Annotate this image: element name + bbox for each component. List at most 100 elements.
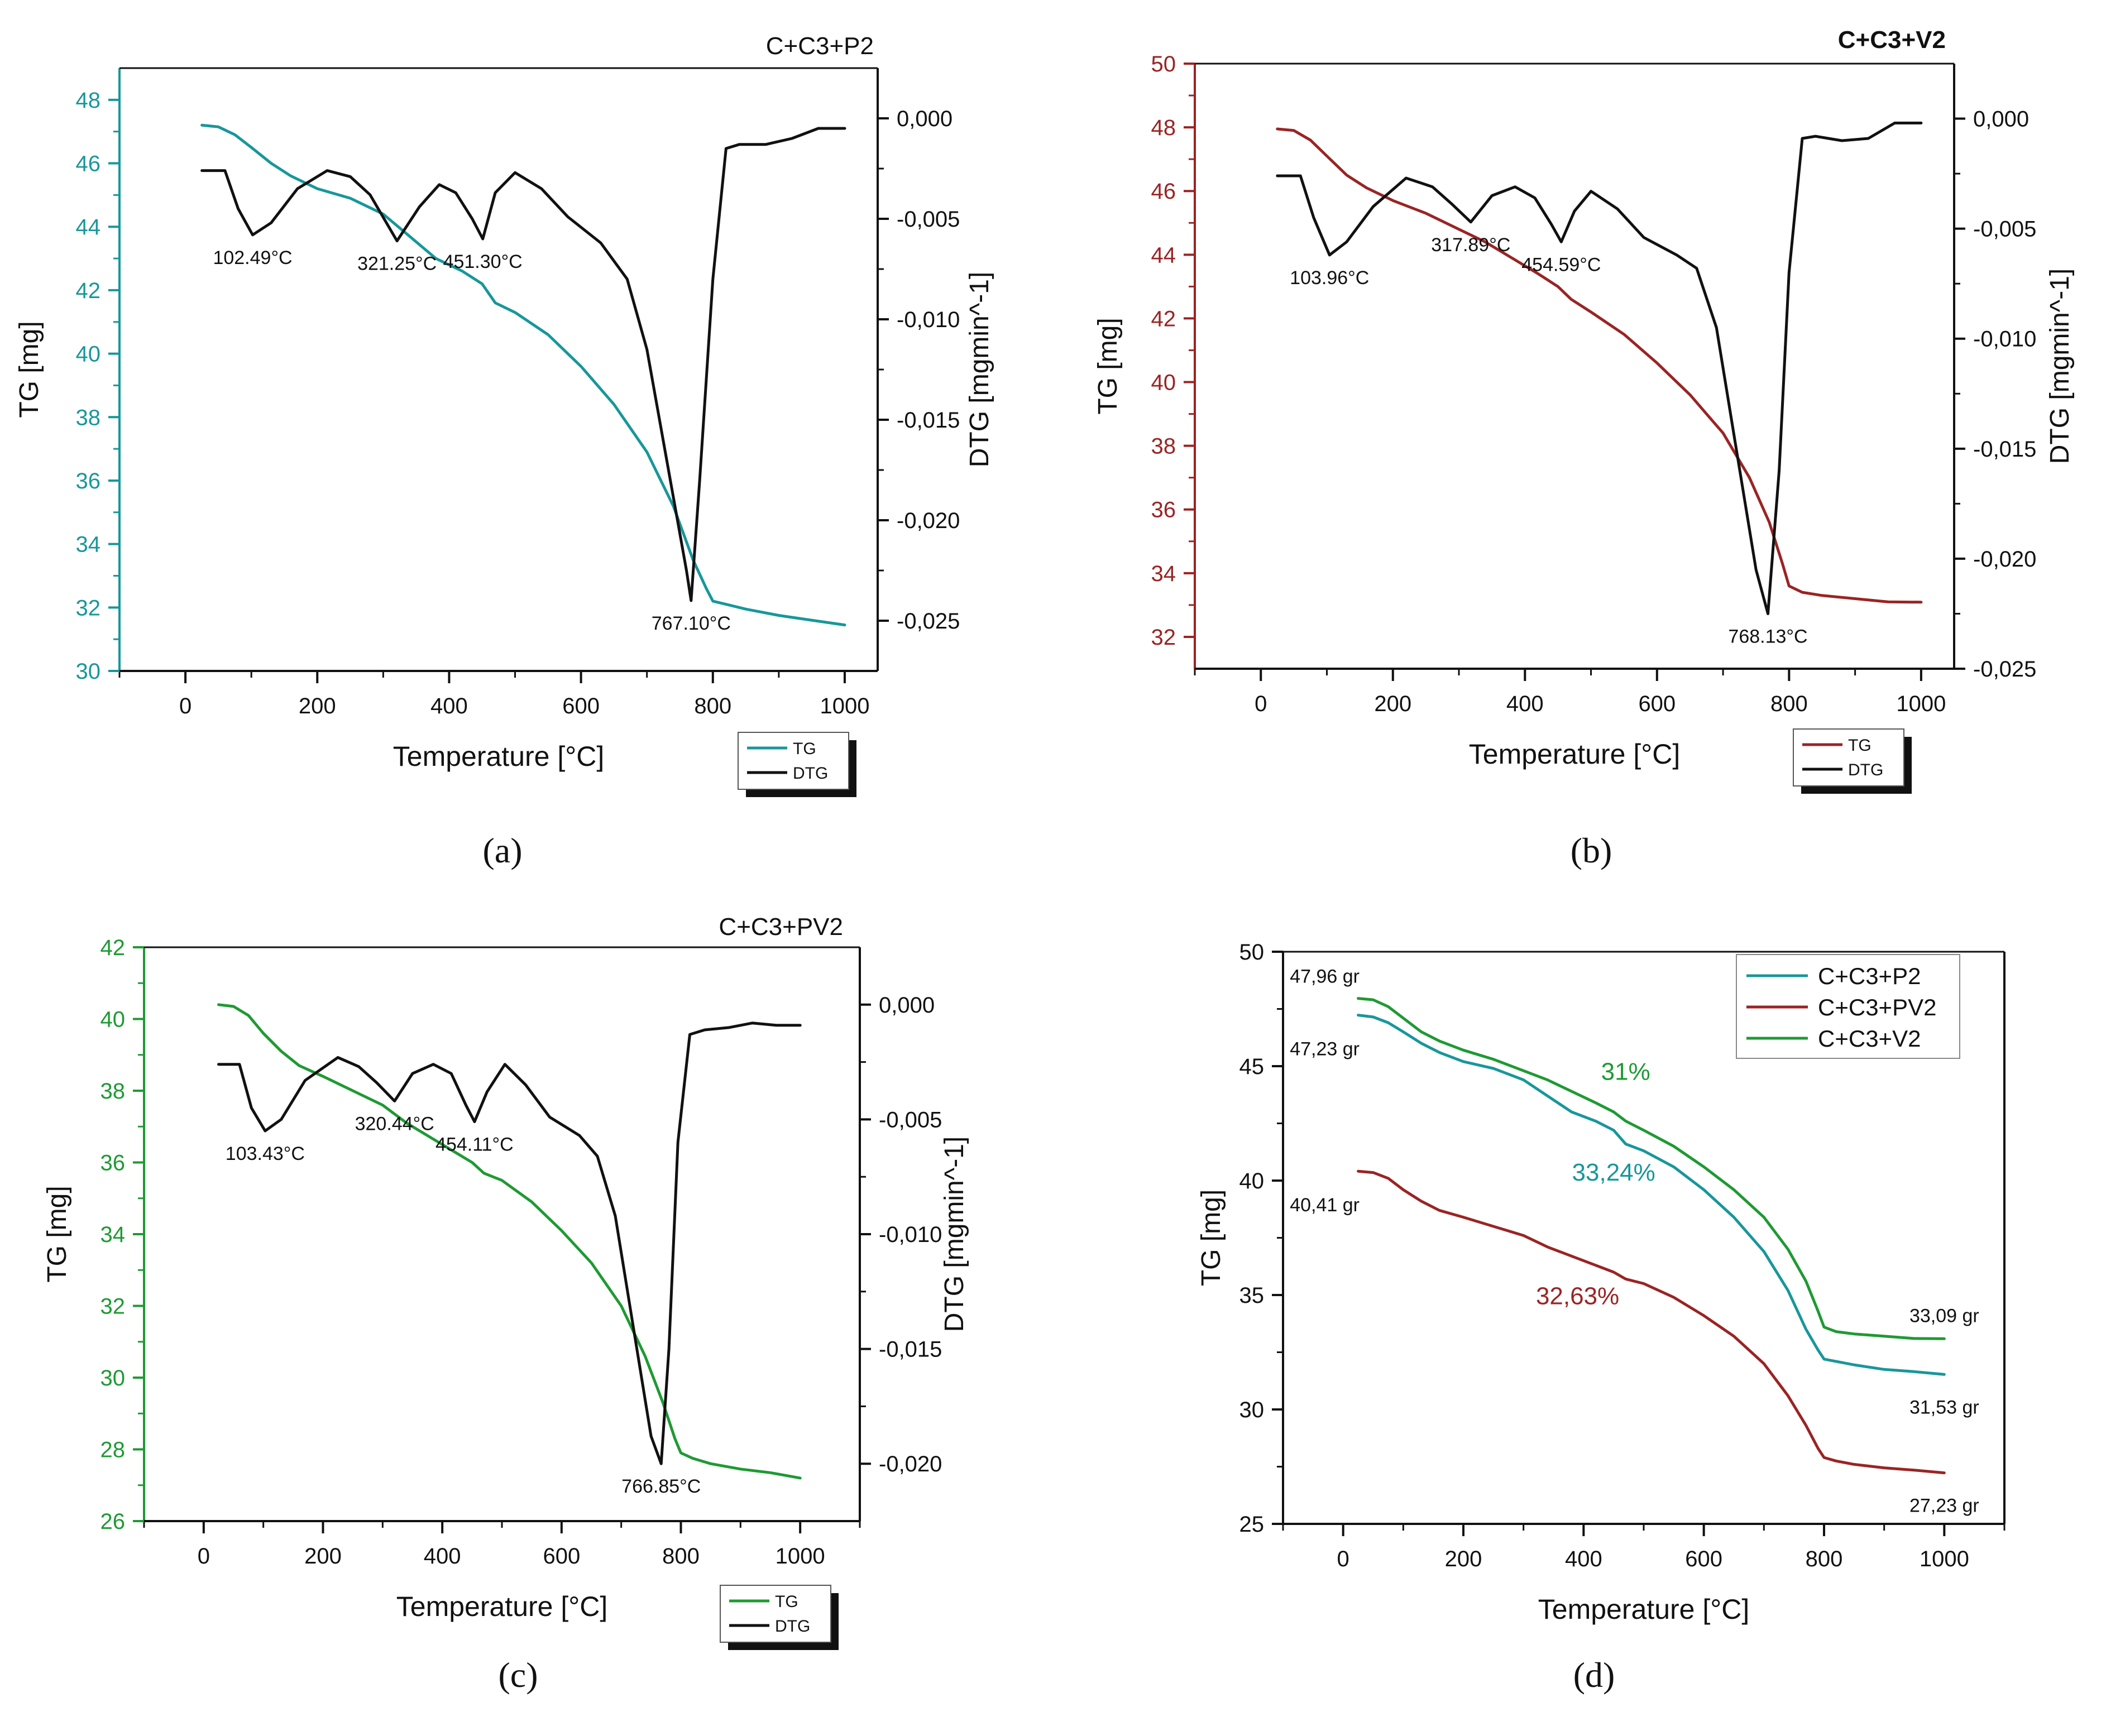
y-tick-label: 34 xyxy=(100,1222,126,1247)
x-tick-label: 600 xyxy=(1638,692,1676,716)
y2-tick-label: -0,025 xyxy=(897,609,960,634)
y2-tick-label: -0,010 xyxy=(879,1222,942,1247)
panel-caption: (c) xyxy=(498,1655,538,1695)
y-tick-label: 42 xyxy=(76,279,101,303)
series-line-tg xyxy=(217,1003,802,1480)
y-tick-label: 38 xyxy=(76,405,101,430)
data-annotation: 103.43°C xyxy=(226,1143,305,1164)
legend-box xyxy=(738,732,849,790)
data-annotation: 40,41 gr xyxy=(1290,1195,1360,1216)
legend-label: C+C3+PV2 xyxy=(1818,994,1936,1020)
panel-caption: (b) xyxy=(1571,831,1612,870)
y2-tick-label: -0,005 xyxy=(897,207,960,232)
x-axis-label: Temperature [°C] xyxy=(1469,738,1680,770)
x-tick-label: 600 xyxy=(562,694,600,718)
series-line-dtg xyxy=(217,1022,802,1465)
y-tick-label: 42 xyxy=(100,936,126,960)
legend-label: DTG xyxy=(793,764,828,783)
y2-tick-label: -0,010 xyxy=(897,308,960,332)
y-tick-label: 45 xyxy=(1239,1054,1265,1079)
x-tick-label: 200 xyxy=(304,1544,342,1569)
data-annotation: 767.10°C xyxy=(652,613,731,634)
x-tick-label: 0 xyxy=(1255,692,1267,716)
series-line-c-c3-v2 xyxy=(1357,997,1946,1340)
chart-title: C+C3+PV2 xyxy=(719,913,843,941)
data-annotation: 47,23 gr xyxy=(1290,1039,1360,1060)
x-tick-label: 800 xyxy=(1806,1547,1843,1571)
y2-tick-label: -0,015 xyxy=(897,408,960,433)
legend-label: C+C3+P2 xyxy=(1818,963,1921,989)
x-tick-label: 0 xyxy=(198,1544,210,1569)
series-line-tg xyxy=(1276,127,1923,604)
chart-title: C+C3+V2 xyxy=(1838,26,1946,54)
x-tick-label: 200 xyxy=(1374,692,1411,716)
y2-tick-label: 0,000 xyxy=(1973,107,2029,132)
y2-tick-label: -0,005 xyxy=(879,1107,942,1132)
y-tick-label: 44 xyxy=(76,215,101,239)
y-tick-label: 32 xyxy=(100,1294,126,1319)
y-tick-label: 40 xyxy=(100,1008,126,1032)
x-tick-label: 800 xyxy=(694,694,731,718)
y-tick-label: 36 xyxy=(76,469,101,493)
data-annotation: 454.11°C xyxy=(435,1134,514,1155)
x-tick-label: 200 xyxy=(299,694,336,718)
data-annotation: 33,09 gr xyxy=(1909,1305,1979,1326)
y2-tick-label: -0,020 xyxy=(1973,547,2036,572)
x-tick-label: 400 xyxy=(1506,692,1544,716)
y-tick-label: 34 xyxy=(76,533,101,557)
data-annotation: 32,63% xyxy=(1536,1282,1619,1310)
panel-caption: (d) xyxy=(1573,1655,1615,1695)
y-tick-label: 30 xyxy=(100,1366,126,1390)
y-tick-label: 44 xyxy=(1151,243,1176,267)
x-tick-label: 400 xyxy=(1565,1547,1602,1571)
y-tick-label: 32 xyxy=(1151,625,1176,650)
legend-label: C+C3+V2 xyxy=(1818,1025,1921,1052)
data-annotation: 31,53 gr xyxy=(1909,1397,1979,1418)
data-annotation: 33,24% xyxy=(1572,1159,1655,1186)
chart-c: C+C3+PV2 0 200 400 600 800 1000 26 28 30 32 34 36 38 4… xyxy=(42,913,969,1695)
x-tick-label: 1000 xyxy=(776,1544,825,1569)
x-tick-label: 200 xyxy=(1445,1547,1482,1571)
x-tick-label: 400 xyxy=(430,694,468,718)
y2-tick-label: -0,010 xyxy=(1973,327,2036,352)
x-tick-label: 400 xyxy=(424,1544,461,1569)
y-tick-label: 48 xyxy=(76,88,101,113)
y-tick-label: 50 xyxy=(1151,52,1176,76)
x-axis-label: Temperature [°C] xyxy=(393,741,604,772)
x-axis-label: Temperature [°C] xyxy=(396,1591,607,1622)
y2-axis-label: DTG [mgmin^-1] xyxy=(965,272,994,468)
y2-tick-label: -0,015 xyxy=(1973,437,2036,462)
y-tick-label: 40 xyxy=(1239,1169,1265,1193)
y-tick-label: 38 xyxy=(1151,434,1176,459)
x-tick-label: 1000 xyxy=(820,694,869,718)
y2-tick-label: -0,020 xyxy=(897,509,960,533)
x-tick-label: 0 xyxy=(179,694,192,718)
y2-tick-label: -0,015 xyxy=(879,1337,942,1362)
data-annotation: 31% xyxy=(1601,1058,1650,1086)
x-tick-label: 1000 xyxy=(1896,692,1946,716)
chart-title: C+C3+P2 xyxy=(766,32,874,60)
data-annotation: 320.44°C xyxy=(355,1114,434,1135)
y-tick-label: 48 xyxy=(1151,116,1176,140)
data-annotation: 321.25°C xyxy=(357,253,437,275)
y-tick-label: 30 xyxy=(76,659,101,684)
y2-axis-label: DTG [mgmin^-1] xyxy=(2045,268,2075,464)
y-tick-label: 36 xyxy=(1151,498,1176,522)
y2-axis-label: DTG [mgmin^-1] xyxy=(940,1136,969,1332)
data-annotation: 317.89°C xyxy=(1431,234,1510,256)
x-tick-label: 800 xyxy=(1770,692,1808,716)
legend-label: TG xyxy=(1848,736,1872,755)
chart-d: 0 200 400 600 800 1000 25 30 35 40 45 50 Temperature… xyxy=(1196,940,2006,1695)
y-axis-label: TG [mg] xyxy=(1093,318,1123,414)
y2-tick-label: -0,025 xyxy=(1973,657,2036,682)
series-line-c-c3-p2 xyxy=(1357,1014,1946,1376)
y-tick-label: 35 xyxy=(1239,1283,1265,1308)
panel-caption: (a) xyxy=(482,831,522,870)
x-tick-label: 0 xyxy=(1337,1547,1349,1571)
legend-label: TG xyxy=(793,740,816,758)
legend-label: TG xyxy=(775,1593,798,1611)
legend-box xyxy=(720,1585,831,1643)
y-axis-label: TG [mg] xyxy=(1196,1190,1226,1286)
data-annotation: 766.85°C xyxy=(621,1476,701,1497)
